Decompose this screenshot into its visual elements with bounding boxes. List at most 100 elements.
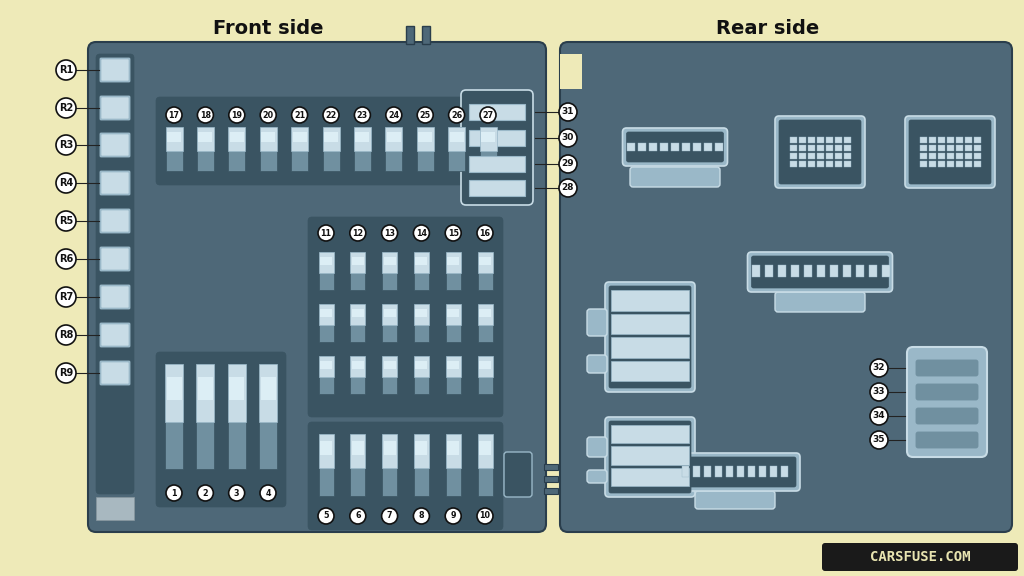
- FancyBboxPatch shape: [308, 422, 503, 530]
- Text: 11: 11: [321, 229, 332, 237]
- Bar: [229, 132, 244, 142]
- Bar: [197, 127, 214, 151]
- Bar: [350, 356, 366, 394]
- FancyBboxPatch shape: [99, 360, 131, 386]
- Bar: [385, 127, 402, 171]
- Text: 25: 25: [420, 111, 431, 119]
- Bar: [406, 26, 414, 44]
- Circle shape: [56, 249, 76, 269]
- Text: 22: 22: [326, 111, 337, 119]
- Bar: [228, 127, 246, 151]
- Circle shape: [350, 508, 366, 524]
- Bar: [627, 143, 635, 151]
- Bar: [382, 434, 397, 468]
- Text: 20: 20: [262, 111, 273, 119]
- Bar: [382, 304, 397, 325]
- Bar: [808, 137, 814, 143]
- Bar: [804, 265, 811, 277]
- Text: 21: 21: [294, 111, 305, 119]
- Bar: [414, 434, 429, 496]
- Bar: [229, 377, 244, 400]
- Text: 17: 17: [169, 111, 179, 119]
- FancyBboxPatch shape: [587, 355, 607, 373]
- Bar: [799, 137, 806, 143]
- Bar: [479, 256, 490, 265]
- Circle shape: [56, 211, 76, 231]
- Circle shape: [870, 407, 888, 425]
- Bar: [808, 145, 814, 151]
- Circle shape: [318, 508, 334, 524]
- Bar: [350, 252, 366, 290]
- Bar: [414, 304, 429, 342]
- FancyBboxPatch shape: [99, 132, 131, 158]
- Bar: [844, 153, 851, 159]
- FancyBboxPatch shape: [587, 309, 607, 336]
- Bar: [414, 356, 429, 377]
- Circle shape: [386, 107, 401, 123]
- Bar: [319, 309, 332, 317]
- Text: 24: 24: [388, 111, 399, 119]
- Circle shape: [559, 129, 577, 147]
- Circle shape: [56, 325, 76, 345]
- Circle shape: [198, 107, 213, 123]
- Bar: [825, 137, 833, 143]
- Bar: [450, 132, 464, 142]
- Text: 19: 19: [231, 111, 243, 119]
- Text: 26: 26: [451, 111, 462, 119]
- Bar: [259, 364, 278, 422]
- Bar: [481, 132, 495, 142]
- Bar: [445, 252, 461, 273]
- Circle shape: [870, 359, 888, 377]
- Bar: [198, 377, 213, 400]
- Circle shape: [382, 225, 397, 241]
- Bar: [318, 356, 334, 377]
- Text: 1: 1: [171, 488, 177, 498]
- FancyBboxPatch shape: [99, 95, 131, 121]
- Bar: [844, 137, 851, 143]
- Bar: [920, 145, 927, 151]
- Bar: [355, 132, 370, 142]
- Circle shape: [417, 107, 433, 123]
- Bar: [259, 364, 278, 469]
- Circle shape: [559, 103, 577, 121]
- Circle shape: [480, 107, 496, 123]
- Bar: [825, 161, 833, 167]
- Circle shape: [56, 287, 76, 307]
- Bar: [445, 304, 461, 325]
- Bar: [955, 153, 963, 159]
- Bar: [418, 132, 432, 142]
- Text: 29: 29: [562, 160, 574, 169]
- Text: R9: R9: [58, 368, 73, 378]
- Bar: [350, 252, 366, 273]
- Bar: [825, 153, 833, 159]
- Bar: [715, 466, 722, 477]
- Bar: [477, 356, 493, 394]
- Text: R8: R8: [58, 330, 73, 340]
- Circle shape: [445, 225, 461, 241]
- Bar: [946, 153, 953, 159]
- FancyBboxPatch shape: [752, 256, 889, 288]
- FancyBboxPatch shape: [101, 59, 129, 81]
- Circle shape: [477, 225, 493, 241]
- Bar: [382, 356, 397, 394]
- Bar: [414, 304, 429, 325]
- FancyBboxPatch shape: [605, 282, 695, 392]
- FancyBboxPatch shape: [779, 120, 861, 184]
- Text: 8: 8: [419, 511, 424, 521]
- Bar: [835, 161, 842, 167]
- Bar: [808, 153, 814, 159]
- FancyBboxPatch shape: [156, 97, 506, 185]
- Circle shape: [56, 98, 76, 118]
- Circle shape: [354, 107, 371, 123]
- Bar: [228, 127, 246, 171]
- Bar: [417, 127, 434, 171]
- Circle shape: [559, 179, 577, 197]
- Bar: [816, 265, 824, 277]
- Bar: [955, 137, 963, 143]
- Bar: [477, 252, 493, 273]
- Text: R5: R5: [58, 216, 73, 226]
- Text: 13: 13: [384, 229, 395, 237]
- Bar: [705, 143, 712, 151]
- FancyBboxPatch shape: [775, 116, 865, 188]
- Bar: [469, 130, 525, 146]
